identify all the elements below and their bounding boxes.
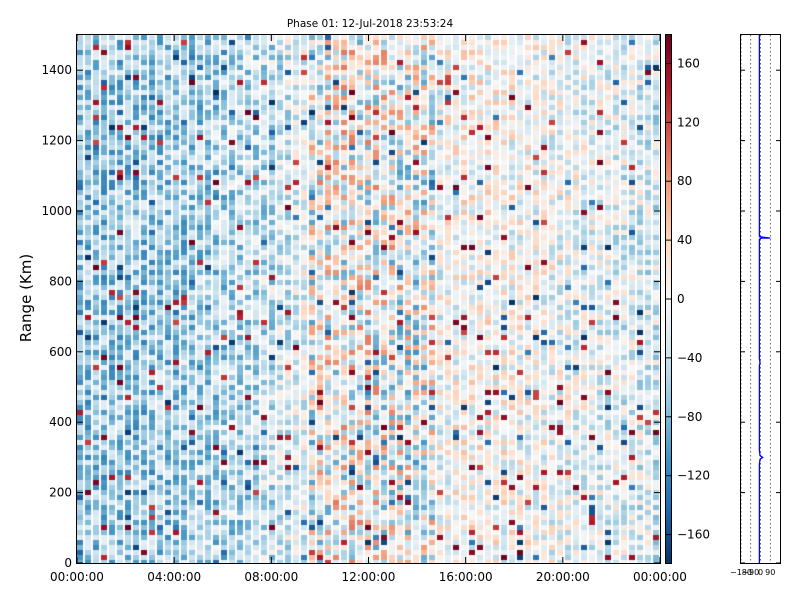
colorbar-tick-label: −160 <box>677 528 710 542</box>
profile-x-tick-label: 90 <box>765 568 775 577</box>
y-axis-label: Range (Km) <box>17 254 35 342</box>
x-tick-label: 12:00:00 <box>342 570 396 584</box>
colorbar-tick-label: −40 <box>677 351 702 365</box>
profile-axis: −180−900 90 <box>730 69 780 577</box>
heatmap-image <box>77 35 660 563</box>
y-tick-label: 1200 <box>41 134 72 148</box>
x-axis: 00:00:00 04:00:00 08:00:00 12:00:00 16:00:00… <box>50 35 687 584</box>
colorbar-tick-label: 40 <box>677 233 692 247</box>
heatmap-frame <box>76 34 661 564</box>
profile-x-tick-label: −180 <box>730 568 752 577</box>
profile-frame <box>740 34 781 564</box>
x-tick-label: 00:00:00 <box>50 570 104 584</box>
colorbar-tick-label: 120 <box>677 115 700 129</box>
heatmap <box>77 35 660 563</box>
colorbar-tick-label: 0 <box>677 292 685 306</box>
y-tick-label: 0 <box>64 556 72 570</box>
x-tick-label: 20:00:00 <box>536 570 590 584</box>
profile-x-tick-label: 0 <box>758 568 763 577</box>
y-tick-label: 600 <box>49 345 72 359</box>
profile-line <box>758 35 771 563</box>
y-tick-label: 1000 <box>41 204 72 218</box>
y-tick-label: 400 <box>49 415 72 429</box>
colorbar-tick-label: 160 <box>677 56 700 70</box>
colorbar-tick-label: −80 <box>677 410 702 424</box>
y-tick-label: 200 <box>49 486 72 500</box>
y-axis: 0 200 400 600 800 1000 1200 1400 <box>41 63 660 570</box>
colorbar-tick-label: 80 <box>677 174 692 188</box>
chart-title: Phase 01: 12-Jul-2018 23:53:24 <box>287 18 454 30</box>
profile-x-tick-label: −90 <box>742 568 759 577</box>
x-tick-label: 08:00:00 <box>244 570 298 584</box>
x-tick-label: 04:00:00 <box>147 570 201 584</box>
colorbar-frame <box>665 34 672 564</box>
profile-grid <box>740 35 771 563</box>
colorbar-ticks: 160 120 80 40 0 −40 −80 −120 −160 <box>666 56 710 542</box>
y-tick-label: 1400 <box>41 63 72 77</box>
colorbar-tick-label: −120 <box>677 469 710 483</box>
x-tick-label: 00:00:00 <box>633 570 687 584</box>
y-tick-label: 800 <box>49 274 72 288</box>
x-tick-label: 16:00:00 <box>439 570 493 584</box>
